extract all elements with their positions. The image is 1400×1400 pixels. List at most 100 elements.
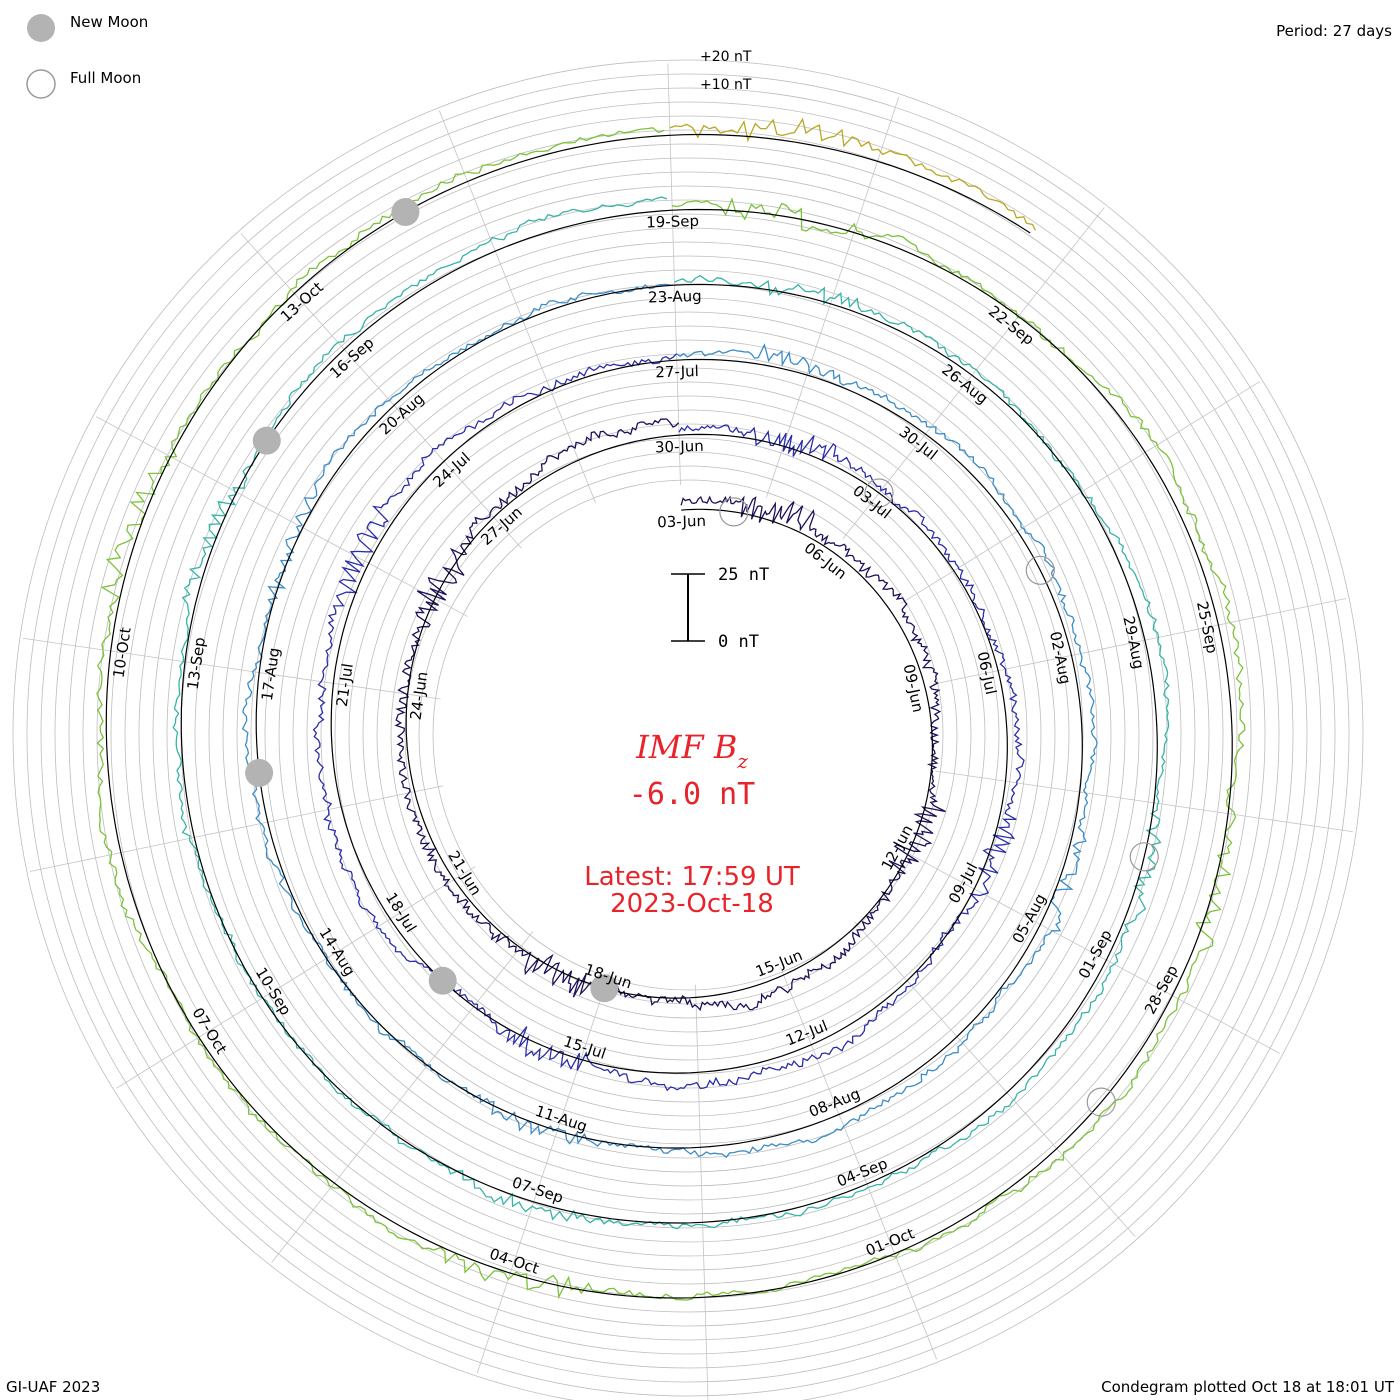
grid-ring (12, 59, 1364, 1400)
svg-text:IMF Bz: IMF Bz (635, 728, 748, 773)
grid-ring (376, 423, 1000, 1047)
grid-ring (222, 269, 1154, 1201)
new-moon-marker (428, 966, 457, 995)
grid-ring (54, 101, 1322, 1369)
period-label: Period: 27 days (1276, 22, 1392, 40)
new-moon-icon (27, 14, 55, 42)
grid-spoke (116, 866, 476, 1089)
date-label: 27-Jul (655, 362, 699, 381)
date-label: 08-Aug (806, 1084, 862, 1120)
grid-rings (12, 59, 1364, 1400)
grid-spoke (667, 63, 681, 486)
new-moon-marker (252, 426, 281, 455)
center-readout: IMF Bz -6.0 nT Latest: 17:59 UT 2023-Oct… (584, 728, 800, 919)
date-label: 03-Jun (657, 512, 706, 531)
new-moon-marker (245, 758, 274, 787)
date-label: 30-Jun (655, 437, 704, 456)
radial-spokes (22, 63, 1354, 1400)
grid-ring (362, 409, 1014, 1061)
zero-baseline (105, 133, 1233, 1299)
grid-ring (110, 157, 1266, 1313)
full-moon-marker (1086, 1087, 1116, 1117)
grid-ring (26, 73, 1350, 1397)
grid-spoke (29, 785, 444, 872)
scale-top-label: 25 nT (718, 565, 769, 585)
date-label: 09-Jun (900, 663, 928, 714)
ring-label-10: +10 nT (700, 77, 752, 93)
grid-spoke (271, 930, 534, 1263)
new-moon-marker (391, 198, 420, 227)
grid-ring (334, 381, 1042, 1089)
grid-spoke (438, 110, 596, 503)
grid-ring (194, 241, 1182, 1229)
moon-markers (245, 198, 1159, 1117)
ring-label-20: +20 nT (700, 49, 752, 65)
grid-spoke (766, 96, 900, 498)
grid-spoke (695, 984, 709, 1400)
grid-spoke (96, 416, 469, 617)
date-label: 23-Aug (648, 287, 702, 307)
grid-spoke (780, 967, 938, 1360)
full-moon-icon (26, 69, 56, 99)
trace-3 (241, 283, 1098, 1159)
grid-ring (390, 437, 986, 1033)
grid-ring (68, 115, 1308, 1355)
grid-ring (40, 87, 1336, 1383)
latest-time: Latest: 17:59 UT (584, 862, 800, 892)
grid-ring (306, 353, 1070, 1117)
grid-spoke (900, 381, 1260, 604)
trace-2 (312, 353, 1025, 1092)
grid-spoke (842, 207, 1105, 540)
legend: New Moon Full Moon (26, 13, 148, 99)
date-label: 29-Aug (1119, 615, 1147, 671)
grid-ring (138, 185, 1238, 1285)
footer-credit: GI-UAF 2023 (6, 1378, 101, 1396)
date-label: 18-Jul (382, 889, 420, 935)
grid-spoke (240, 233, 522, 549)
grid-ring (348, 395, 1028, 1075)
date-label: 04-Oct (487, 1245, 541, 1278)
footer-plot-time: Condegram plotted Oct 18 at 18:01 UT (1101, 1378, 1394, 1396)
scale-bar: 25 nT 0 nT (671, 565, 769, 652)
imf-title: IMF B (635, 728, 737, 766)
date-label: 13-Oct (277, 278, 327, 325)
date-label: 01-Oct (863, 1224, 917, 1260)
date-label: 06-Jul (974, 650, 1000, 696)
trace-6 (669, 117, 1036, 231)
grid-spoke (22, 637, 441, 700)
grid-spoke (932, 598, 1347, 685)
grid-spoke (476, 972, 610, 1374)
latest-date: 2023-Oct-18 (610, 889, 774, 919)
grid-ring (208, 255, 1168, 1215)
new-moon-label: New Moon (70, 13, 148, 31)
trace-1 (394, 418, 946, 1012)
new-moon-marker (590, 974, 619, 1003)
grid-spoke (854, 921, 1136, 1237)
date-label: 07-Sep (510, 1173, 566, 1207)
date-label: 15-Jun (753, 946, 805, 981)
trace-5 (96, 127, 1246, 1301)
full-moon-marker (719, 497, 749, 527)
grid-ring (264, 311, 1112, 1159)
date-label: 20-Aug (376, 389, 428, 438)
grid-ring (278, 325, 1098, 1145)
grid-ring (166, 213, 1210, 1257)
full-moon-marker (1025, 555, 1055, 585)
grid-ring (96, 143, 1280, 1327)
imf-subscript: z (736, 749, 748, 773)
full-moon-label: Full Moon (70, 69, 141, 87)
grid-ring (152, 199, 1224, 1271)
baseline-spiral (105, 133, 1233, 1299)
grid-ring (292, 339, 1084, 1131)
date-label: 19-Sep (646, 212, 699, 232)
scale-bottom-label: 0 nT (718, 632, 759, 652)
data-traces (96, 117, 1246, 1301)
imf-value: -6.0 nT (629, 777, 755, 812)
grid-ring (250, 297, 1126, 1173)
date-label: 12-Jul (783, 1017, 830, 1050)
date-label: 25-Sep (1193, 600, 1221, 655)
full-moon-marker (864, 478, 894, 508)
date-label: 21-Jul (333, 662, 357, 708)
grid-ring (236, 283, 1140, 1187)
